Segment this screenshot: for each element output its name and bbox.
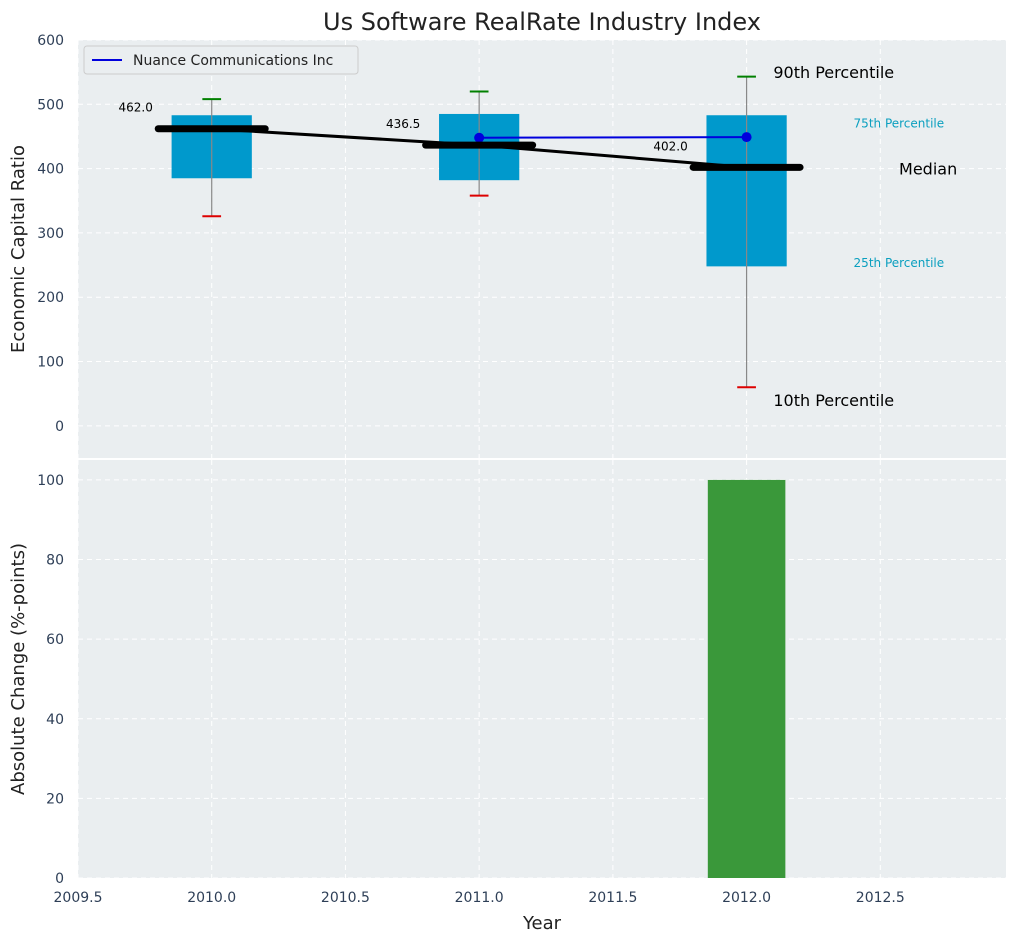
bottom-panel-background (78, 460, 1006, 878)
top-panel-background (78, 40, 1006, 458)
bottom-y-tick-label: 100 (37, 473, 64, 489)
x-axis-label: Year (522, 913, 562, 934)
top-y-tick-label: 200 (37, 290, 64, 306)
bottom-y-tick-label: 40 (46, 712, 64, 728)
company-series-point (741, 132, 752, 143)
bottom-y-tick-label: 20 (46, 791, 64, 807)
legend-box (83, 45, 359, 75)
bottom-plot-marks (707, 479, 786, 878)
top-y-tick-label: 300 (37, 226, 64, 242)
legend-entry-label: Nuance Communications Inc (133, 53, 333, 69)
median-value-label: 462.0 (119, 101, 153, 115)
x-tick-label: 2010.5 (321, 890, 370, 906)
percentile-annotation: Median (899, 160, 957, 179)
median-value-label: 436.5 (386, 117, 420, 131)
top-y-tick-label: 400 (37, 162, 64, 178)
percentile-annotation: 10th Percentile (773, 391, 894, 410)
percentile-annotation: 25th Percentile (854, 256, 945, 270)
x-tick-label: 2012.0 (722, 890, 771, 906)
top-y-tick-label: 500 (37, 97, 64, 113)
top-y-tick-label: 100 (37, 355, 64, 371)
percentile-annotation: 75th Percentile (854, 117, 945, 131)
top-y-axis-label: Economic Capital Ratio (8, 145, 29, 353)
x-tick-labels: 2009.5 2010.0 2010.5 2011.0 2011.5 2012.0 2012… (54, 890, 905, 906)
percentile-annotation: 90th Percentile (773, 63, 894, 82)
x-tick-label: 2010.0 (187, 890, 236, 906)
legend: Nuance Communications Inc (83, 45, 359, 75)
company-series-line (479, 136, 747, 139)
top-y-tick-label: 600 (37, 33, 64, 49)
x-tick-label: 2011.0 (455, 890, 504, 906)
top-gridlines (77, 39, 1006, 458)
bottom-y-tick-label: 0 (55, 871, 64, 887)
bottom-y-tick-label: 80 (46, 553, 64, 569)
top-y-tick-label: 0 (55, 419, 64, 435)
chart-title: Us Software RealRate Industry Index (323, 8, 761, 36)
bottom-y-tick-labels: 0 20 40 60 80 100 (37, 473, 64, 887)
top-plot-marks: 462.0 436.5 402.0 90th Percentile 75th Perce… (119, 63, 958, 410)
median-value-label: 402.0 (653, 139, 687, 153)
bottom-y-tick-label: 60 (46, 632, 64, 648)
top-y-tick-labels: 0 100 200 300 400 500 600 (37, 33, 64, 435)
bottom-y-axis-label: Absolute Change (%-points) (8, 543, 29, 795)
bottom-gridlines (77, 460, 1006, 879)
x-tick-label: 2012.5 (856, 890, 905, 906)
company-series-point (474, 132, 485, 143)
change-bar (707, 479, 786, 878)
x-tick-label: 2009.5 (54, 890, 103, 906)
x-tick-label: 2011.5 (588, 890, 637, 906)
